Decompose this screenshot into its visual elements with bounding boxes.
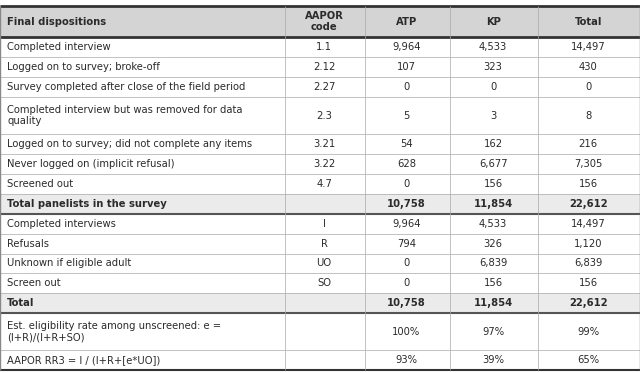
Text: Total: Total bbox=[7, 298, 35, 308]
Text: 8: 8 bbox=[585, 111, 591, 120]
Text: Logged on to survey; broke-off: Logged on to survey; broke-off bbox=[7, 62, 160, 72]
Text: 10,758: 10,758 bbox=[387, 199, 426, 209]
Text: Final dispositions: Final dispositions bbox=[7, 16, 106, 26]
Text: Completed interview: Completed interview bbox=[7, 43, 111, 53]
Bar bbox=[0, 77, 640, 97]
Bar bbox=[0, 6, 640, 37]
Text: 14,497: 14,497 bbox=[571, 219, 605, 229]
Text: ATP: ATP bbox=[396, 16, 417, 26]
Text: 22,612: 22,612 bbox=[569, 199, 607, 209]
Text: 0: 0 bbox=[403, 258, 410, 269]
Text: 3: 3 bbox=[490, 111, 496, 120]
Bar bbox=[0, 154, 640, 174]
Text: 1,120: 1,120 bbox=[574, 239, 602, 248]
Text: 107: 107 bbox=[397, 62, 416, 72]
Text: Screen out: Screen out bbox=[7, 278, 61, 288]
Text: 7,305: 7,305 bbox=[574, 159, 602, 169]
Text: 6,839: 6,839 bbox=[574, 258, 602, 269]
Text: 99%: 99% bbox=[577, 327, 599, 337]
Bar bbox=[0, 37, 640, 57]
Text: 326: 326 bbox=[484, 239, 502, 248]
Text: KP: KP bbox=[486, 16, 500, 26]
Bar bbox=[0, 313, 640, 350]
Bar bbox=[0, 134, 640, 154]
Text: 1.1: 1.1 bbox=[316, 43, 332, 53]
Bar bbox=[0, 233, 640, 254]
Text: 93%: 93% bbox=[396, 355, 417, 365]
Bar bbox=[0, 254, 640, 273]
Text: 22,612: 22,612 bbox=[569, 298, 607, 308]
Text: 6,677: 6,677 bbox=[479, 159, 508, 169]
Text: 14,497: 14,497 bbox=[571, 43, 605, 53]
Text: R: R bbox=[321, 239, 328, 248]
Text: 2.27: 2.27 bbox=[313, 82, 335, 92]
Bar bbox=[0, 350, 640, 370]
Bar bbox=[0, 194, 640, 214]
Bar bbox=[0, 57, 640, 77]
Text: 4,533: 4,533 bbox=[479, 219, 508, 229]
Text: 6,839: 6,839 bbox=[479, 258, 508, 269]
Text: AAPOR RR3 = I / (I+R+[e*UO]): AAPOR RR3 = I / (I+R+[e*UO]) bbox=[7, 355, 160, 365]
Text: UO: UO bbox=[317, 258, 332, 269]
Text: 2.12: 2.12 bbox=[313, 62, 335, 72]
Text: 156: 156 bbox=[484, 278, 502, 288]
Text: 9,964: 9,964 bbox=[392, 219, 420, 229]
Text: Est. eligibility rate among unscreened: e =
(I+R)/(I+R+SO): Est. eligibility rate among unscreened: … bbox=[7, 321, 221, 342]
Text: 2.3: 2.3 bbox=[316, 111, 332, 120]
Text: 794: 794 bbox=[397, 239, 416, 248]
Text: 628: 628 bbox=[397, 159, 416, 169]
Text: 0: 0 bbox=[403, 179, 410, 189]
Text: 10,758: 10,758 bbox=[387, 298, 426, 308]
Text: 9,964: 9,964 bbox=[392, 43, 420, 53]
Text: 39%: 39% bbox=[482, 355, 504, 365]
Text: 4,533: 4,533 bbox=[479, 43, 508, 53]
Text: 323: 323 bbox=[484, 62, 502, 72]
Text: I: I bbox=[323, 219, 326, 229]
Text: Screened out: Screened out bbox=[7, 179, 73, 189]
Text: Completed interviews: Completed interviews bbox=[7, 219, 116, 229]
Text: 216: 216 bbox=[579, 139, 598, 149]
Text: 54: 54 bbox=[400, 139, 413, 149]
Text: 156: 156 bbox=[484, 179, 502, 189]
Text: 0: 0 bbox=[585, 82, 591, 92]
Text: 4.7: 4.7 bbox=[316, 179, 332, 189]
Text: Total panelists in the survey: Total panelists in the survey bbox=[7, 199, 167, 209]
Text: Never logged on (implicit refusal): Never logged on (implicit refusal) bbox=[7, 159, 175, 169]
Text: 97%: 97% bbox=[482, 327, 504, 337]
Text: 65%: 65% bbox=[577, 355, 599, 365]
Text: AAPOR
code: AAPOR code bbox=[305, 11, 344, 32]
Text: Unknown if eligible adult: Unknown if eligible adult bbox=[7, 258, 131, 269]
Text: 11,854: 11,854 bbox=[474, 199, 513, 209]
Bar bbox=[0, 174, 640, 194]
Text: Total: Total bbox=[575, 16, 602, 26]
Text: 100%: 100% bbox=[392, 327, 420, 337]
Bar bbox=[0, 293, 640, 313]
Text: Completed interview but was removed for data
quality: Completed interview but was removed for … bbox=[7, 105, 243, 126]
Bar bbox=[0, 273, 640, 293]
Text: 156: 156 bbox=[579, 278, 598, 288]
Text: 3.22: 3.22 bbox=[313, 159, 335, 169]
Text: Logged on to survey; did not complete any items: Logged on to survey; did not complete an… bbox=[7, 139, 252, 149]
Bar bbox=[0, 97, 640, 134]
Text: SO: SO bbox=[317, 278, 331, 288]
Text: 156: 156 bbox=[579, 179, 598, 189]
Text: 5: 5 bbox=[403, 111, 410, 120]
Text: Refusals: Refusals bbox=[7, 239, 49, 248]
Text: 0: 0 bbox=[403, 278, 410, 288]
Text: 3.21: 3.21 bbox=[313, 139, 335, 149]
Text: 430: 430 bbox=[579, 62, 598, 72]
Text: 11,854: 11,854 bbox=[474, 298, 513, 308]
Text: 162: 162 bbox=[484, 139, 502, 149]
Text: Survey completed after close of the field period: Survey completed after close of the fiel… bbox=[7, 82, 245, 92]
Bar bbox=[0, 214, 640, 233]
Text: 0: 0 bbox=[490, 82, 496, 92]
Text: 0: 0 bbox=[403, 82, 410, 92]
